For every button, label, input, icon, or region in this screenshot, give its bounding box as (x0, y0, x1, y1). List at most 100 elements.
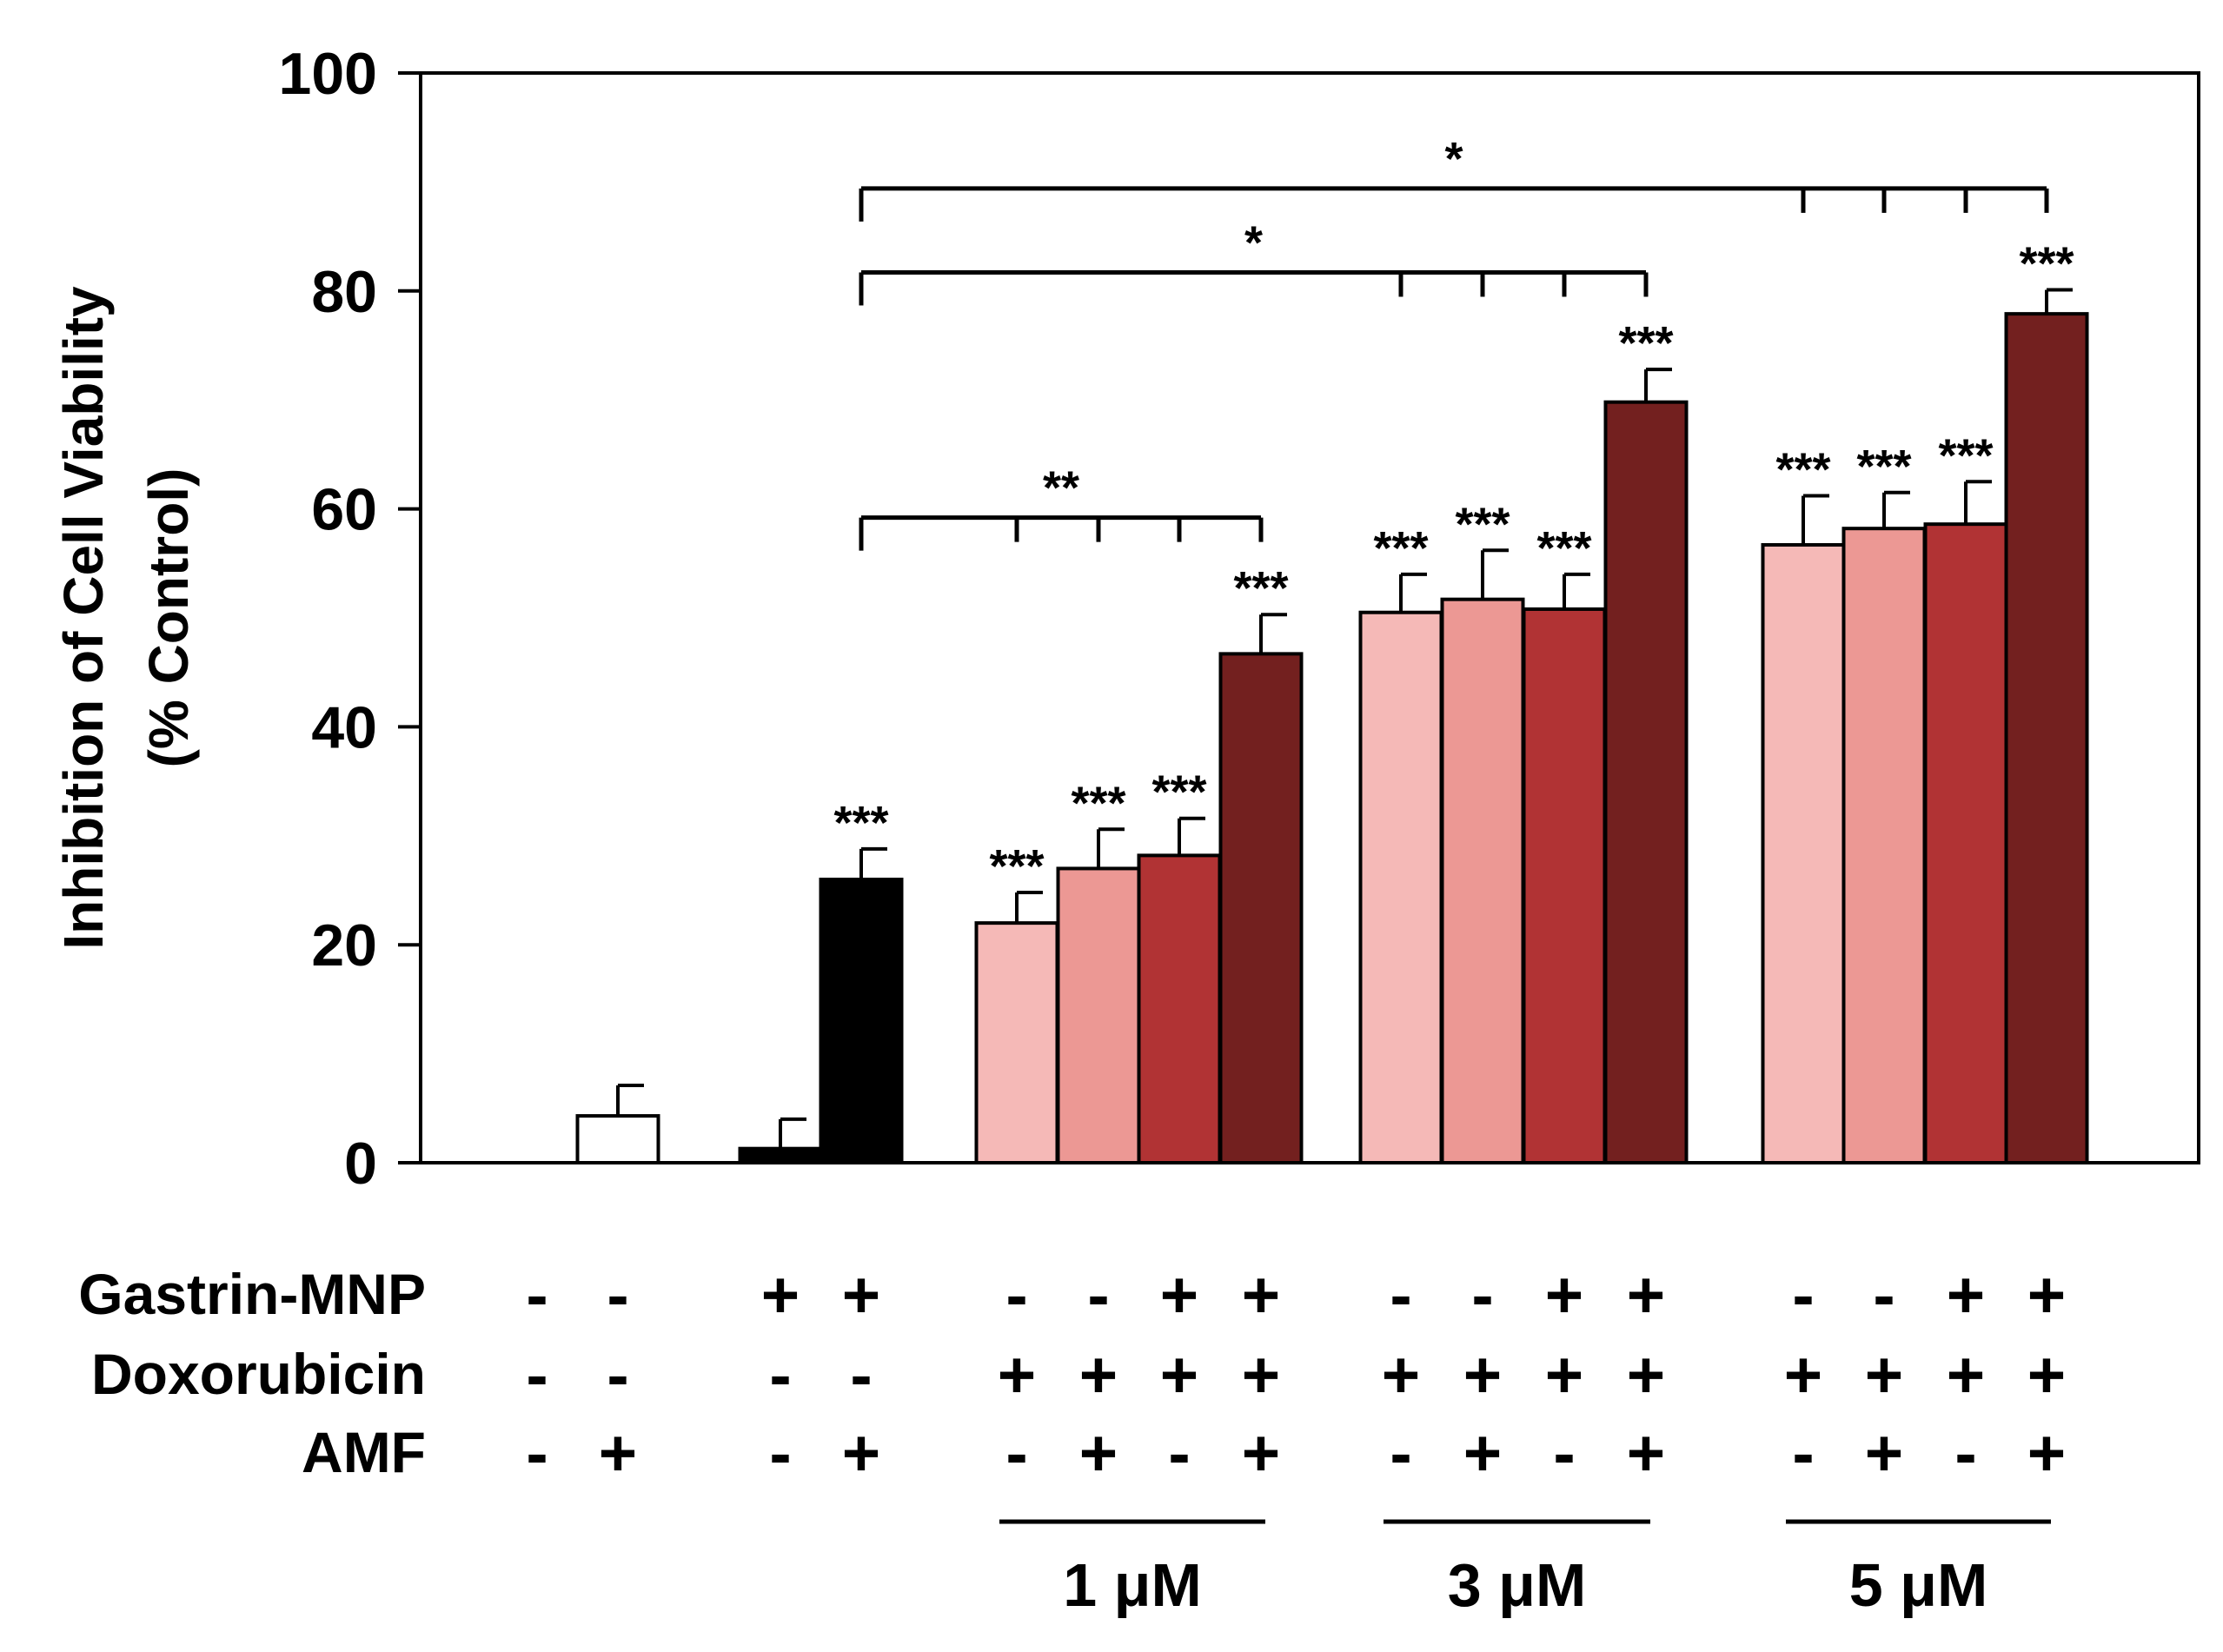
bar (1603, 400, 1689, 1164)
bar (738, 1146, 823, 1164)
row-sign: + (1242, 1338, 1280, 1412)
concentration-label: 3 μM (1448, 1551, 1587, 1619)
row-sign: - (526, 1416, 547, 1490)
row-sign: - (769, 1338, 791, 1412)
row-sign: - (1954, 1416, 1976, 1490)
bar (1137, 853, 1222, 1164)
significance-label: *** (1373, 522, 1428, 574)
bar (1923, 522, 2008, 1164)
bar (1056, 866, 1141, 1164)
bar (1358, 610, 1443, 1164)
row-sign: - (1792, 1416, 1814, 1490)
bar (819, 877, 904, 1165)
y-tick-label: 100 (279, 41, 377, 107)
row-sign: + (1079, 1338, 1118, 1412)
row-sign: + (761, 1258, 800, 1332)
bar (974, 921, 1059, 1164)
concentration-label: 5 μM (1849, 1551, 1988, 1619)
row-label: Gastrin-MNP (78, 1262, 426, 1326)
bar (1440, 597, 1525, 1164)
bar (2004, 312, 2089, 1165)
row-label: Doxorubicin (91, 1342, 426, 1406)
bar (1761, 542, 1846, 1164)
concentration-groups: 1 μM 3 μM 5 μM (999, 1519, 2051, 1619)
row-sign: - (1005, 1258, 1027, 1332)
row-sign: + (1865, 1338, 1903, 1412)
y-tick-label: 60 (311, 477, 377, 543)
concentration-label: 1 μM (1063, 1551, 1202, 1619)
y-axis: 0 20 40 60 80 100 (279, 41, 421, 1197)
treatment-table: Gastrin-MNP - - + + - - + + - - + + - - + +Doxorubicin - -… (78, 1258, 2066, 1490)
y-axis-title-line1: Inhibition of Cell Viability (52, 286, 115, 950)
row-sign: - (526, 1258, 547, 1332)
row-sign: + (2027, 1416, 2066, 1490)
bracket-label: * (1444, 133, 1463, 185)
significance-label: *** (833, 797, 888, 849)
row-sign: + (1382, 1338, 1420, 1412)
significance-label: *** (1938, 429, 1993, 481)
comparison-brackets: **** (859, 133, 2049, 551)
row-sign: + (1079, 1416, 1118, 1490)
bar (575, 1114, 660, 1165)
row-sign: - (1471, 1258, 1493, 1332)
row-sign: + (1545, 1338, 1583, 1412)
row-sign: + (1627, 1258, 1665, 1332)
bar (1841, 527, 1927, 1164)
row-sign: + (1242, 1258, 1280, 1332)
significance-label: *** (1151, 766, 1206, 819)
row-sign: + (842, 1416, 880, 1490)
row-sign: + (2027, 1258, 2066, 1332)
row-sign: + (1784, 1338, 1822, 1412)
significance-label: *** (1775, 444, 1830, 496)
row-sign: + (842, 1258, 880, 1332)
row-sign: - (769, 1416, 791, 1490)
row-sign: + (1627, 1416, 1665, 1490)
row-label: AMF (302, 1420, 426, 1484)
y-tick-label: 40 (311, 694, 377, 760)
row-sign: - (526, 1338, 547, 1412)
significance-label: *** (1233, 562, 1288, 614)
row-sign: - (1168, 1416, 1190, 1490)
y-tick-label: 80 (311, 259, 377, 325)
significance-labels: *** *** *** *** *** *** *** *** *** *** *** *** *** (833, 238, 2074, 892)
y-axis-title-line2: (% Control) (137, 468, 200, 768)
y-tick-label: 0 (344, 1131, 377, 1197)
row-sign: - (607, 1338, 628, 1412)
row-sign: + (1160, 1338, 1198, 1412)
row-sign: + (1545, 1258, 1583, 1332)
bar (1522, 607, 1607, 1164)
row-sign: + (1947, 1258, 1985, 1332)
plot-frame (419, 71, 2200, 1164)
significance-label: *** (2019, 238, 2074, 290)
significance-label: *** (989, 840, 1044, 892)
row-sign: + (1463, 1416, 1502, 1490)
row-sign: - (1553, 1416, 1575, 1490)
row-sign: + (1463, 1338, 1502, 1412)
row-sign: - (1390, 1258, 1411, 1332)
bracket-label: ** (1043, 462, 1079, 514)
row-sign: - (1087, 1258, 1109, 1332)
error-bars (616, 288, 2073, 1149)
row-sign: - (850, 1338, 872, 1412)
row-sign: + (2027, 1338, 2066, 1412)
row-sign: + (1160, 1258, 1198, 1332)
significance-label: *** (1071, 777, 1125, 829)
row-sign: - (1005, 1416, 1027, 1490)
significance-label: *** (1856, 441, 1911, 493)
row-sign: + (1627, 1338, 1665, 1412)
row-sign: + (1865, 1416, 1903, 1490)
bracket-label: * (1244, 216, 1263, 269)
row-sign: + (1947, 1338, 1985, 1412)
significance-label: *** (1618, 317, 1673, 369)
y-tick-label: 20 (311, 912, 377, 979)
significance-label: *** (1536, 522, 1591, 574)
row-sign: - (607, 1258, 628, 1332)
bar (1218, 652, 1304, 1164)
row-sign: - (1390, 1416, 1411, 1490)
row-sign: - (1873, 1258, 1895, 1332)
row-sign: + (599, 1416, 637, 1490)
significance-label: *** (1455, 498, 1510, 550)
row-sign: + (998, 1338, 1036, 1412)
row-sign: - (1792, 1258, 1814, 1332)
